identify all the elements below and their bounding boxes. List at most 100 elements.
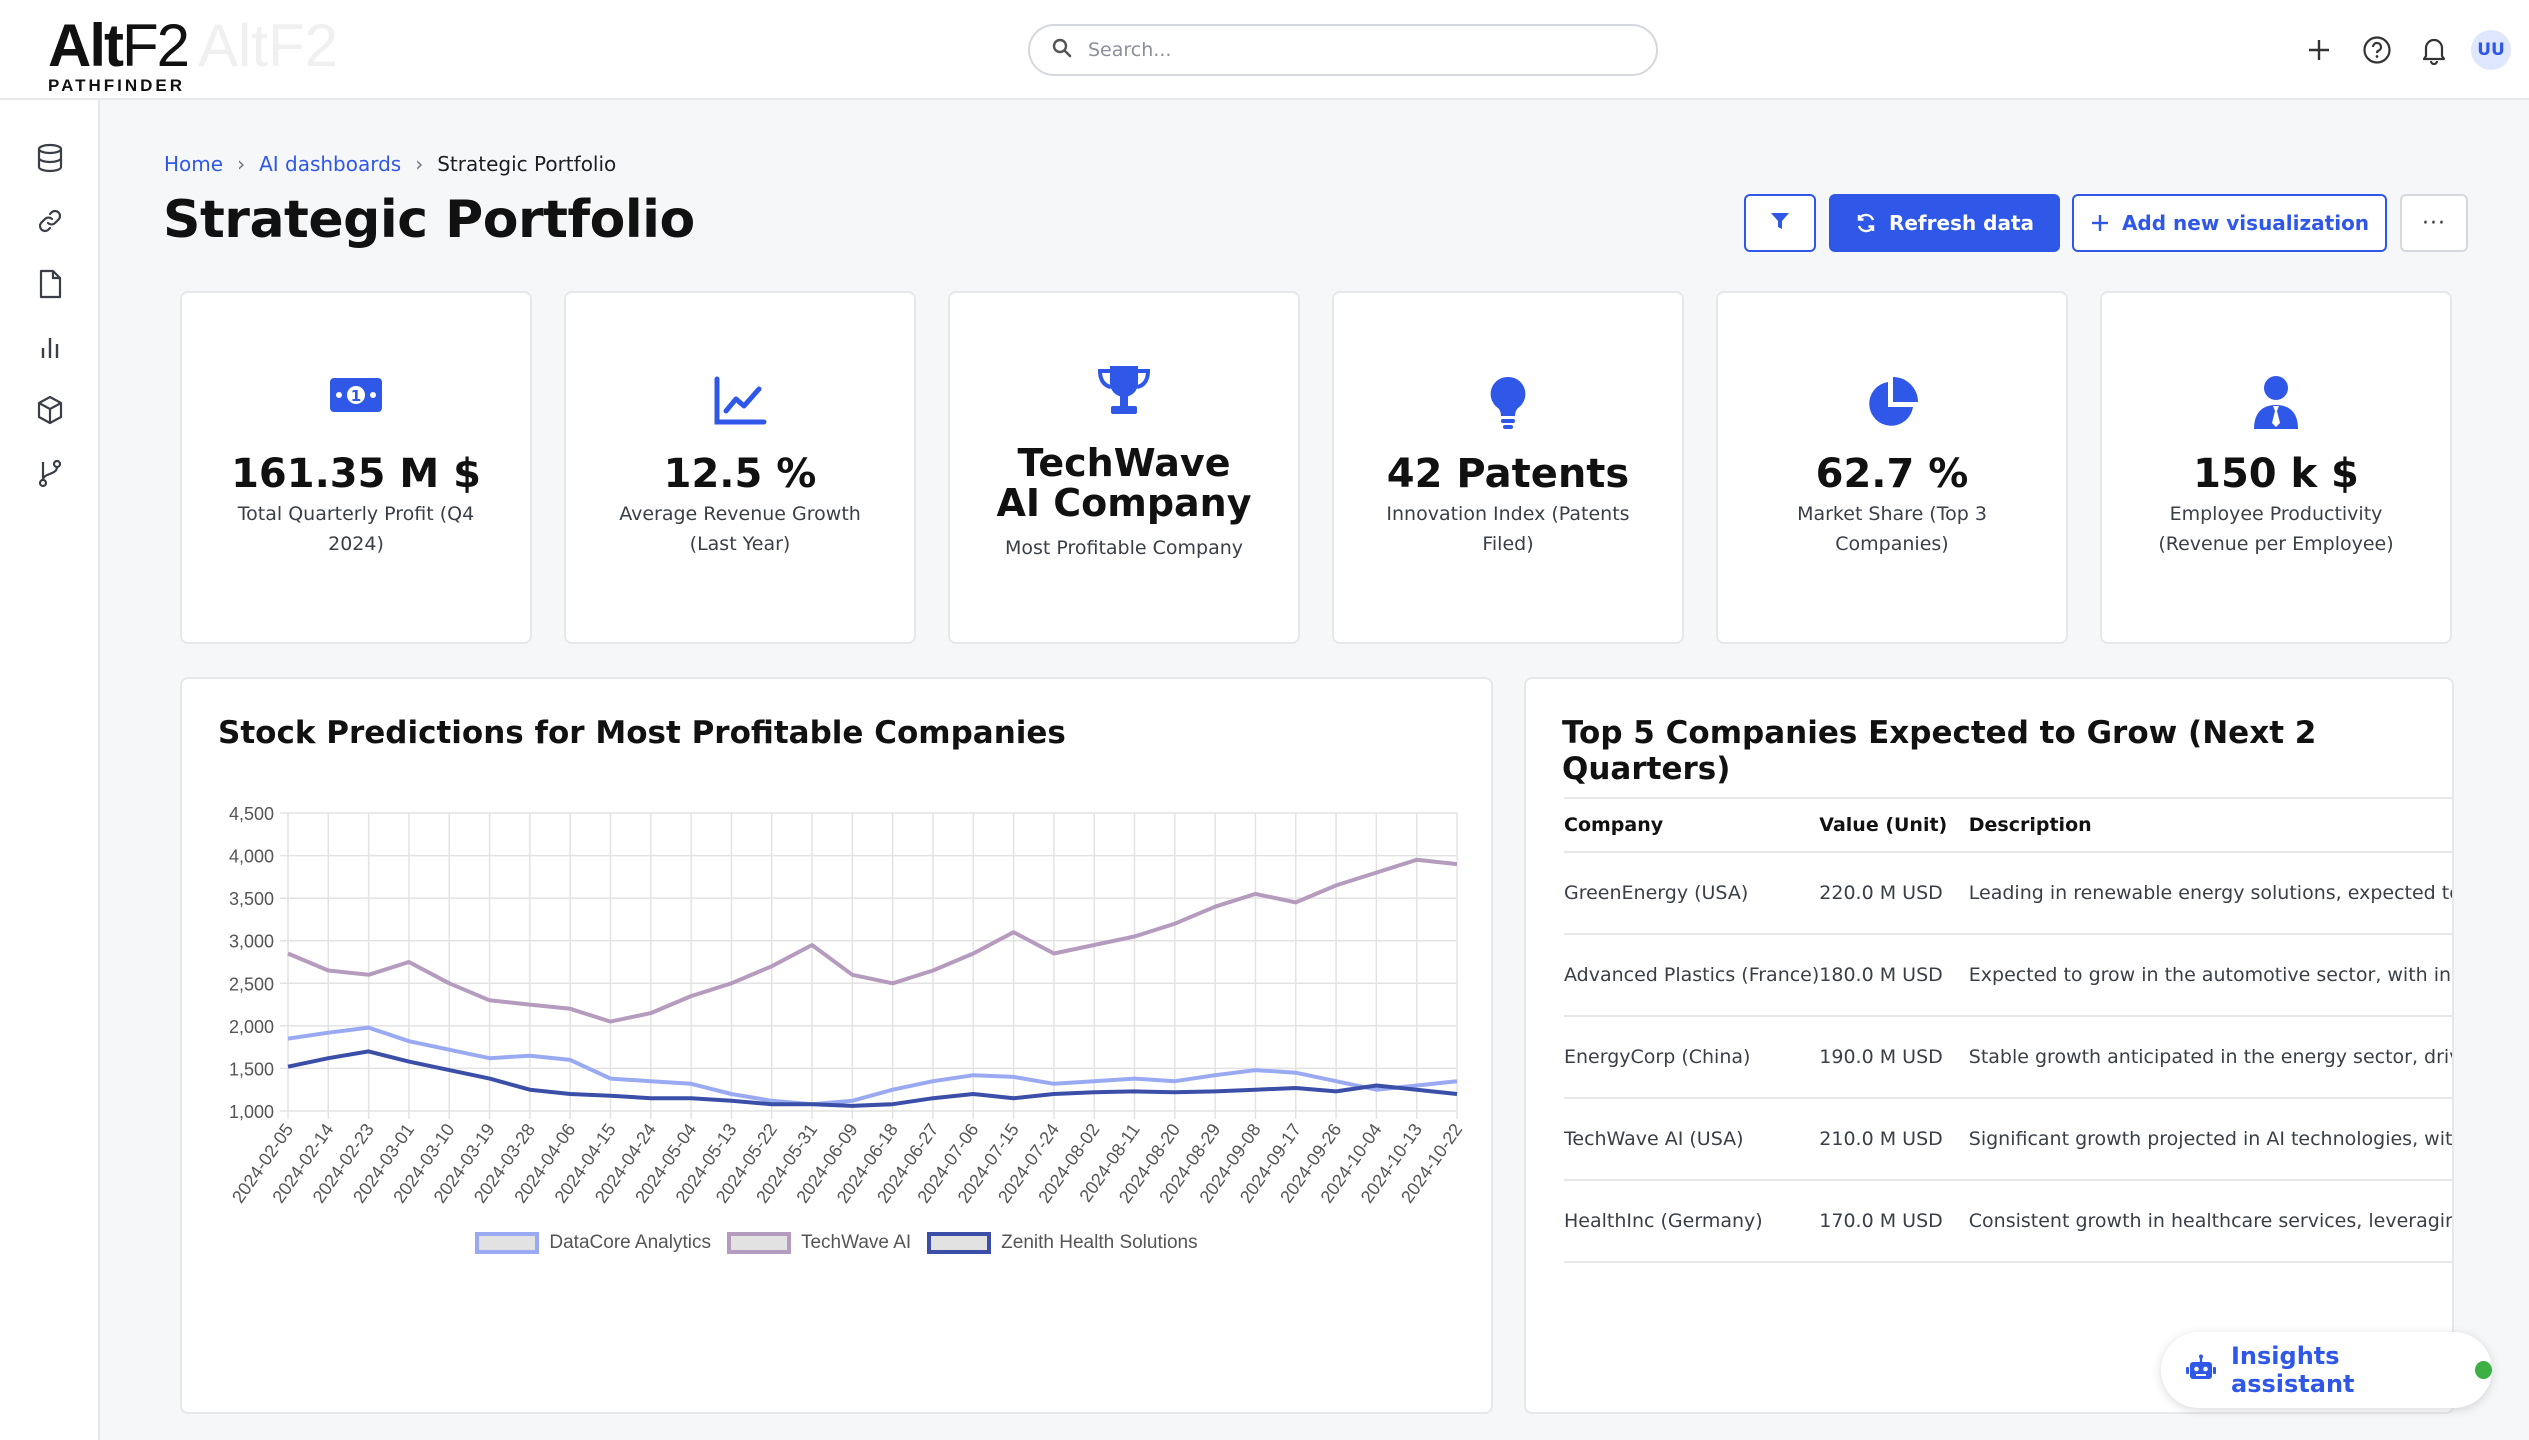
chart-legend: DataCore Analytics TechWave AI Zenith He…	[182, 1232, 1491, 1254]
line-chart-icon	[566, 375, 914, 431]
add-icon[interactable]	[2297, 28, 2341, 72]
logo[interactable]: AltF2 AltF2 PATHFINDER	[48, 12, 338, 96]
search-input[interactable]	[1088, 39, 1608, 61]
sidebar	[0, 100, 100, 1440]
kpi-value: 150 k $	[2193, 451, 2359, 497]
chevron-right-icon: ›	[237, 152, 246, 176]
bell-icon[interactable]	[2412, 28, 2456, 72]
logo-subtitle: PATHFINDER	[48, 76, 186, 95]
y-tick-label: 3,000	[229, 932, 274, 952]
table-row[interactable]: EnergyCorp (China) 190.0 M USD Stable gr…	[1564, 1016, 2452, 1099]
svg-text:1: 1	[351, 387, 361, 405]
cell-description: Leading in renewable energy solutions, e…	[1968, 852, 2452, 935]
robot-icon	[2185, 1354, 2217, 1386]
breadcrumb-current: Strategic Portfolio	[437, 152, 617, 176]
stock-chart: 1,000 1,500 2,000 2,500 3,000 3,500 4,000 4,500…	[228, 804, 1466, 1207]
package-icon[interactable]	[28, 388, 72, 432]
y-tick-label: 3,500	[229, 889, 274, 909]
add-visualization-label: Add new visualization	[2121, 211, 2370, 235]
avatar-initials: UU	[2471, 30, 2511, 70]
y-tick-label: 1,000	[229, 1102, 274, 1122]
chevron-right-icon: ›	[415, 152, 424, 176]
kpi-value: 161.35 M $	[231, 451, 481, 497]
cell-company: HealthInc (Germany)	[1564, 1180, 1820, 1263]
y-tick-label: 4,500	[229, 804, 274, 824]
growth-companies-panel: Top 5 Companies Expected to Grow (Next 2…	[1524, 677, 2454, 1414]
table-row[interactable]: GreenEnergy (USA) 220.0 M USD Leading in…	[1564, 852, 2452, 935]
cell-description: Expected to grow in the automotive secto…	[1968, 934, 2452, 1017]
document-icon[interactable]	[28, 262, 72, 306]
more-icon: ···	[2422, 210, 2446, 236]
page-title: Strategic Portfolio	[163, 190, 695, 250]
kpi-label: Most Profitable Company	[1004, 537, 1244, 559]
cell-value: 210.0 M USD	[1819, 1098, 1969, 1181]
kpi-value: 42 Patents	[1386, 451, 1630, 497]
top-bar: AltF2 AltF2 PATHFINDER UU	[0, 0, 2529, 100]
legend-swatch	[927, 1232, 992, 1254]
table-row[interactable]: TechWave AI (USA) 210.0 M USD Significan…	[1564, 1098, 2452, 1181]
y-tick-label: 4,000	[229, 847, 274, 867]
kpi-card-employee-productivity: 150 k $ Employee Productivity (Revenue p…	[2100, 291, 2452, 644]
series-line-techwave	[287, 857, 1458, 1024]
search-icon	[1052, 38, 1072, 62]
cell-description: Stable growth anticipated in the energy …	[1968, 1016, 2452, 1099]
refresh-data-button[interactable]: Refresh data	[1829, 194, 2060, 252]
series-line-datacore	[287, 1025, 1458, 1107]
table-row[interactable]: Advanced Plastics (France) 180.0 M USD E…	[1564, 934, 2452, 1017]
cell-company: Advanced Plastics (France)	[1564, 934, 1820, 1017]
trophy-icon	[950, 363, 1298, 419]
kpi-label: Total Quarterly Profit (Q4 2024)	[237, 503, 475, 555]
search-box[interactable]	[1028, 24, 1658, 76]
kpi-value: 12.5 %	[663, 451, 817, 497]
link-icon[interactable]	[28, 199, 72, 243]
legend-item-zenith[interactable]: Zenith Health Solutions	[927, 1232, 1198, 1254]
panel-title: Stock Predictions for Most Profitable Co…	[218, 715, 1066, 751]
legend-label: Zenith Health Solutions	[1001, 1232, 1198, 1253]
plus-icon	[2090, 213, 2110, 233]
column-header-company[interactable]: Company	[1564, 797, 1820, 853]
y-tick-label: 2,000	[229, 1017, 274, 1037]
stock-predictions-panel: Stock Predictions for Most Profitable Co…	[180, 677, 1493, 1414]
cell-value: 180.0 M USD	[1819, 934, 1969, 1017]
breadcrumb-home[interactable]: Home	[164, 152, 224, 176]
insights-assistant-button[interactable]: Insights assistant	[2161, 1332, 2492, 1408]
refresh-data-label: Refresh data	[1888, 211, 2035, 235]
legend-label: DataCore Analytics	[549, 1232, 711, 1253]
cell-company: TechWave AI (USA)	[1564, 1098, 1820, 1181]
breadcrumb-ai-dashboards[interactable]: AI dashboards	[259, 152, 402, 176]
refresh-icon	[1855, 212, 1877, 234]
legend-item-techwave[interactable]: TechWave AI	[726, 1232, 912, 1254]
cell-company: GreenEnergy (USA)	[1564, 852, 1820, 935]
cell-value: 220.0 M USD	[1819, 852, 1969, 935]
cell-description: Significant growth projected in AI techn…	[1968, 1098, 2452, 1181]
panel-title: Top 5 Companies Expected to Grow (Next 2…	[1562, 715, 2317, 787]
database-icon[interactable]	[28, 136, 72, 180]
logo-wordmark: AltF2	[48, 12, 190, 79]
kpi-card-total-profit: 1 161.35 M $ Total Quarterly Profit (Q4 …	[180, 291, 532, 644]
kpi-card-innovation-index: 42 Patents Innovation Index (Patents Fil…	[1332, 291, 1684, 644]
cell-value: 170.0 M USD	[1819, 1180, 1969, 1263]
add-visualization-button[interactable]: Add new visualization	[2072, 194, 2387, 252]
kpi-card-market-share: 62.7 % Market Share (Top 3 Companies)	[1716, 291, 2068, 644]
column-header-description[interactable]: Description	[1968, 797, 2452, 853]
legend-item-datacore[interactable]: DataCore Analytics	[475, 1232, 711, 1254]
series-line-zenith	[287, 1049, 1458, 1108]
filter-icon	[1769, 210, 1791, 237]
logo-watermark: AltF2	[198, 12, 339, 79]
money-icon: 1	[182, 375, 530, 431]
filter-button[interactable]	[1744, 194, 1816, 252]
legend-label: TechWave AI	[800, 1232, 912, 1253]
kpi-value: TechWave AI Company	[996, 441, 1252, 525]
kpi-card-revenue-growth: 12.5 % Average Revenue Growth (Last Year…	[564, 291, 916, 644]
bar-chart-icon[interactable]	[28, 325, 72, 369]
table-row[interactable]: HealthInc (Germany) 170.0 M USD Consiste…	[1564, 1180, 2452, 1263]
breadcrumb: Home › AI dashboards › Strategic Portfol…	[164, 152, 616, 176]
column-header-value[interactable]: Value (Unit)	[1819, 797, 1969, 853]
more-options-button[interactable]: ···	[2400, 194, 2468, 252]
user-avatar[interactable]: UU	[2469, 28, 2513, 72]
cell-value: 190.0 M USD	[1819, 1016, 1969, 1099]
help-icon[interactable]	[2355, 28, 2399, 72]
insights-assistant-label: Insights assistant	[2231, 1342, 2355, 1398]
y-tick-label: 1,500	[229, 1059, 274, 1079]
git-branch-icon[interactable]	[28, 451, 72, 495]
